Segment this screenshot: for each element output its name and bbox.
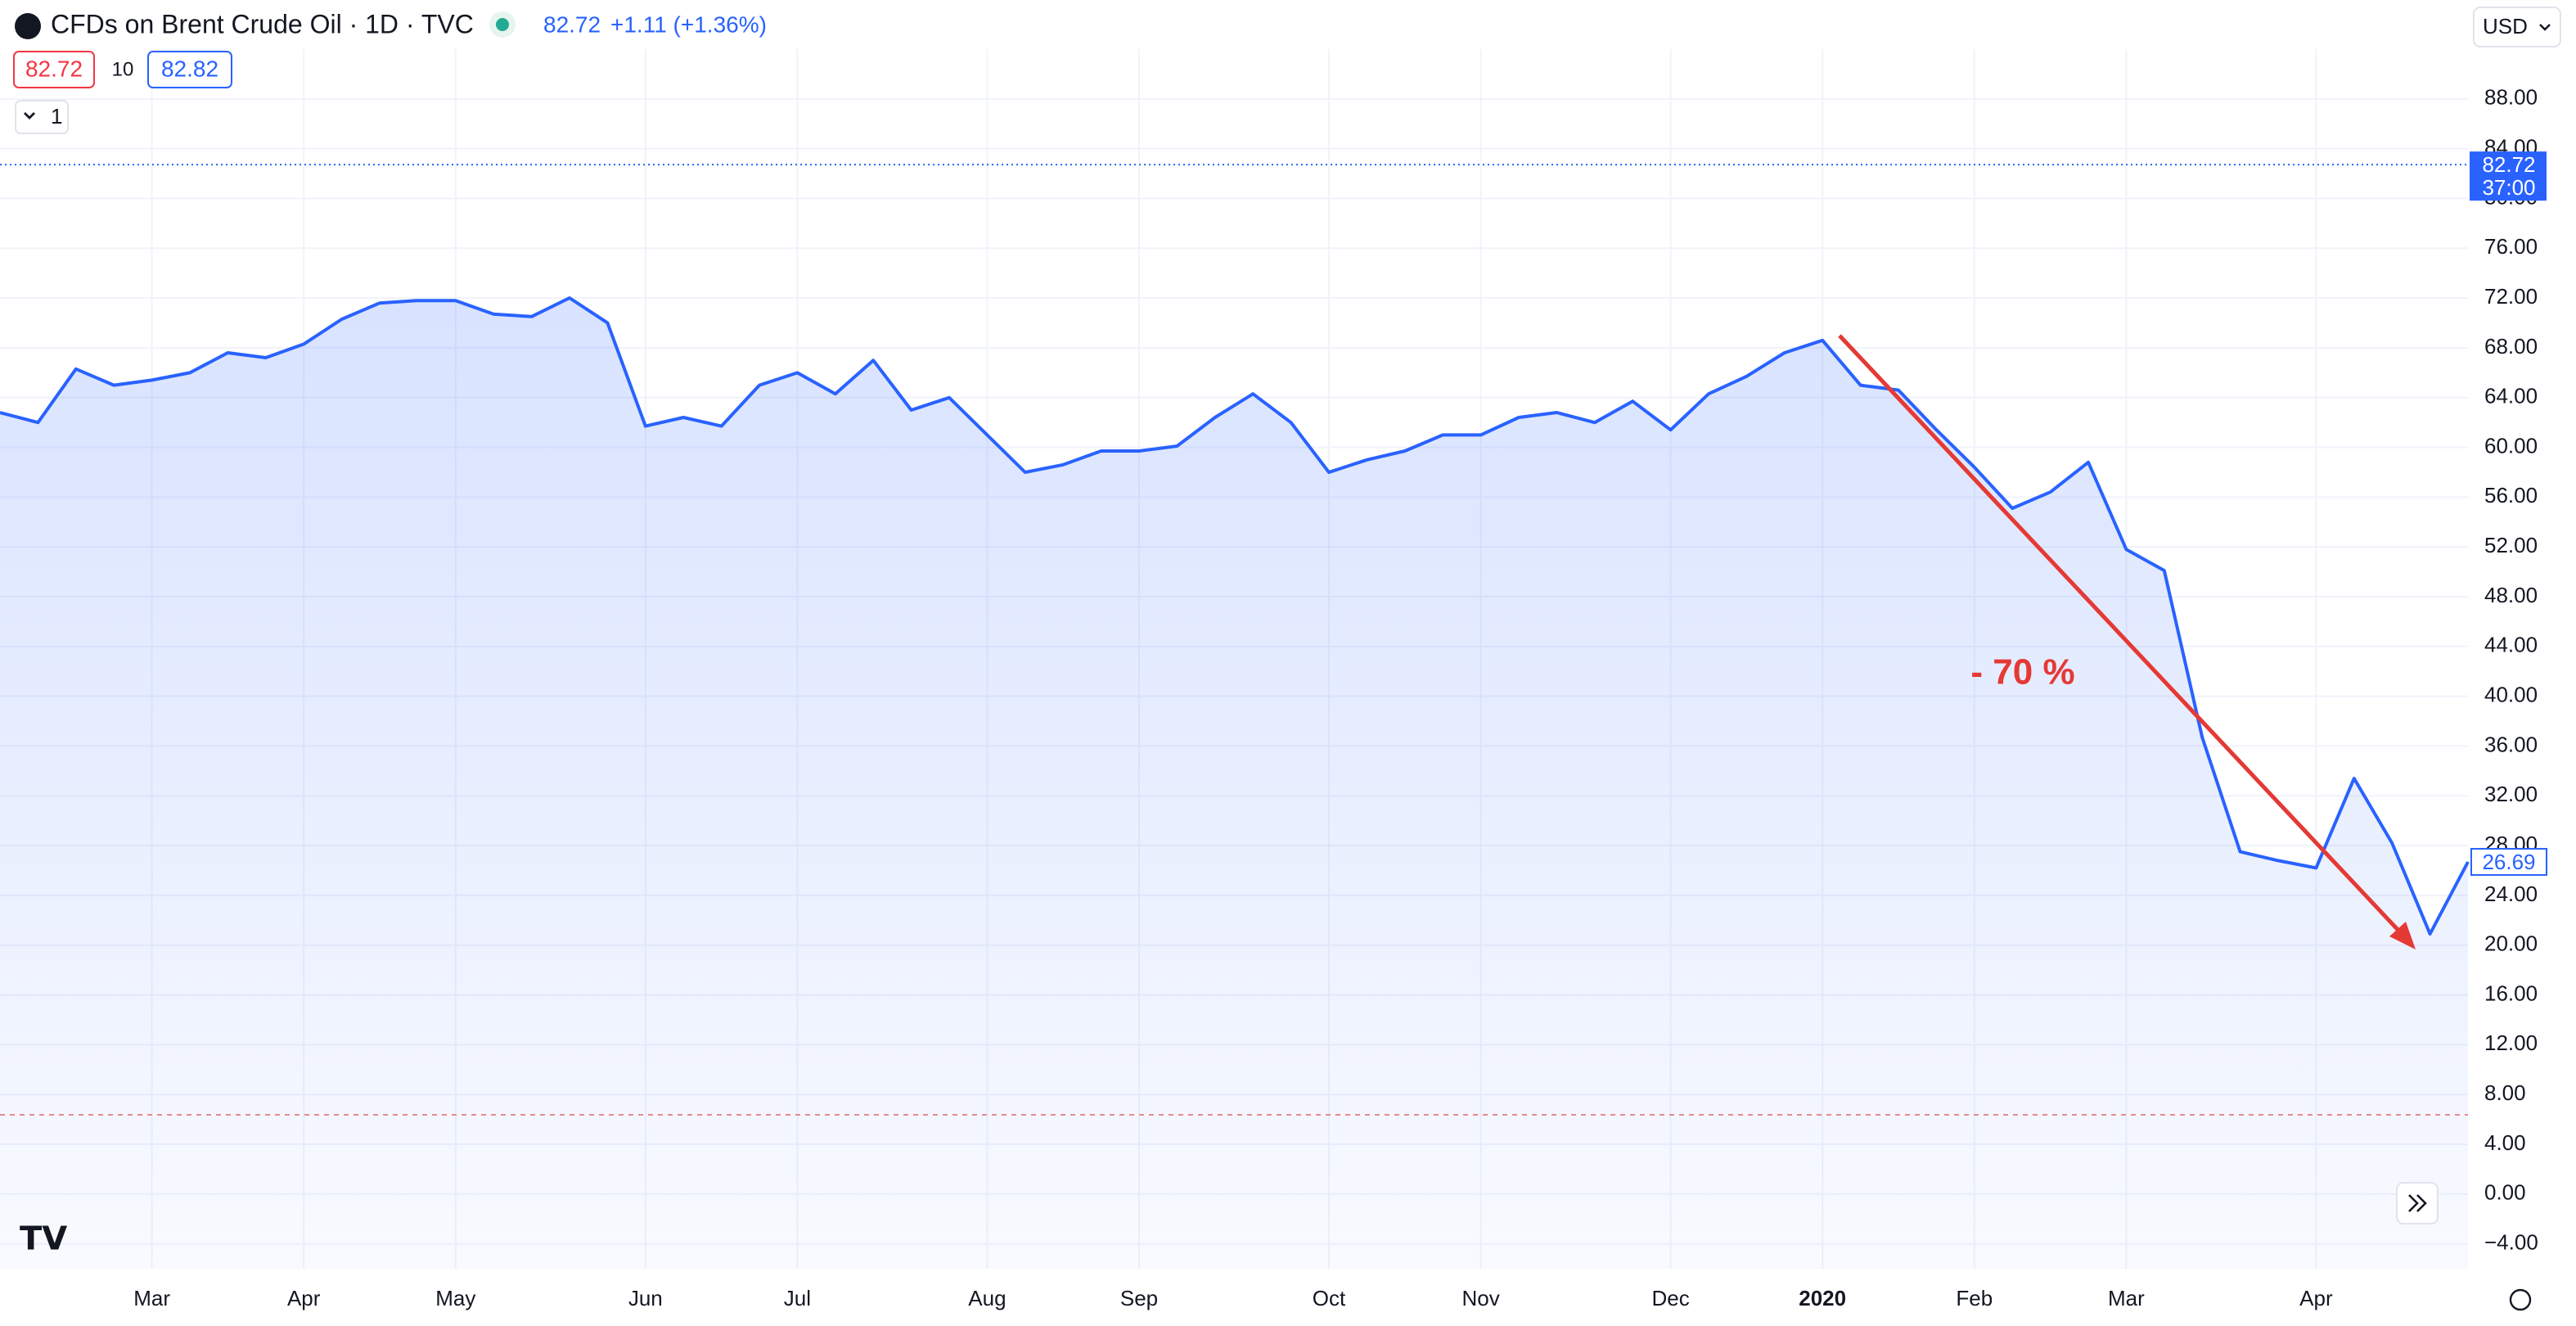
y-tick-label: 68.00 xyxy=(2484,334,2538,359)
price: 82.72 xyxy=(543,11,601,37)
y-tick-label: 88.00 xyxy=(2484,85,2538,110)
y-tick-label: 44.00 xyxy=(2484,633,2538,657)
y-tick-label: 72.00 xyxy=(2484,284,2538,309)
x-tick-label: Mar xyxy=(2108,1286,2145,1310)
y-tick-label: 36.00 xyxy=(2484,732,2538,756)
settings-icon[interactable] xyxy=(2509,1288,2532,1311)
y-tick-label: 20.00 xyxy=(2484,931,2538,956)
y-tick-label: 56.00 xyxy=(2484,483,2538,507)
x-tick-label: Apr xyxy=(2299,1286,2333,1310)
x-tick-label: May xyxy=(435,1286,475,1310)
symbol-title: CFDs on Brent Crude Oil · 1D · TVC xyxy=(51,9,474,38)
plot xyxy=(0,164,2470,1269)
y-tick-label: 76.00 xyxy=(2484,234,2538,259)
x-tick-label: Feb xyxy=(1956,1286,1993,1310)
arrow-head xyxy=(2389,922,2416,949)
scroll-icon xyxy=(2408,1194,2427,1212)
arrow xyxy=(1838,334,2404,936)
logo xyxy=(15,13,41,39)
x-tick-label: Jul xyxy=(784,1286,811,1310)
x-tick-label: Mar xyxy=(133,1286,170,1310)
change: +1.11 (+1.36%) xyxy=(610,11,767,37)
x-tick-label: Dec xyxy=(1651,1286,1689,1310)
y-tick-label: 32.00 xyxy=(2484,782,2538,806)
price-tag xyxy=(2470,151,2547,201)
y-tick-label: 40.00 xyxy=(2484,682,2538,706)
chevron xyxy=(24,112,35,120)
x-tick-label: Apr xyxy=(287,1286,321,1310)
x-tick-label: Aug xyxy=(968,1286,1006,1310)
y-tick-label: 4.00 xyxy=(2484,1130,2526,1155)
currency-box[interactable] xyxy=(2473,7,2561,47)
bid[interactable]: 82.72 xyxy=(25,56,83,81)
x-tick-label: Nov xyxy=(1461,1286,1499,1310)
chevron xyxy=(2539,24,2551,31)
countdown: 37:00 xyxy=(2482,175,2535,200)
y-tick-label: 0.00 xyxy=(2484,1180,2526,1205)
y-tick-label: 12.00 xyxy=(2484,1031,2538,1055)
x-tick-label: Oct xyxy=(1313,1286,1346,1310)
x-tick-label: Sep xyxy=(1120,1286,1158,1310)
x-tick-label: Jun xyxy=(628,1286,663,1310)
y-tick-label: 48.00 xyxy=(2484,583,2538,607)
y-tick-label: 60.00 xyxy=(2484,433,2538,458)
last-value-box xyxy=(2470,847,2547,876)
annotation: - 70 % xyxy=(1970,652,2074,692)
price-tag-label: 82.72 xyxy=(2482,152,2535,177)
x-tick-label: 2020 xyxy=(1799,1286,1846,1310)
y-tick-label: 52.00 xyxy=(2484,533,2538,557)
ask[interactable]: 82.82 xyxy=(161,56,218,81)
status-dot xyxy=(496,18,509,31)
interval-box[interactable] xyxy=(15,100,69,134)
y-tick-label: 64.00 xyxy=(2484,384,2538,408)
y-tick-label: 8.00 xyxy=(2484,1080,2526,1105)
currency[interactable]: USD xyxy=(2483,14,2528,38)
ask-box[interactable] xyxy=(147,51,232,88)
spread: 10 xyxy=(112,58,134,80)
y-tick-label: −4.00 xyxy=(2484,1229,2538,1254)
tv-logo: 𝗧𝗩 xyxy=(20,1221,67,1257)
bid-box[interactable] xyxy=(13,51,95,88)
y-tick-label: 24.00 xyxy=(2484,882,2538,906)
line xyxy=(0,296,2470,936)
area xyxy=(0,298,2468,1269)
y-tick-label: 16.00 xyxy=(2484,981,2538,1005)
last-value: 26.69 xyxy=(2482,850,2535,874)
interval[interactable]: 1 xyxy=(51,104,62,129)
